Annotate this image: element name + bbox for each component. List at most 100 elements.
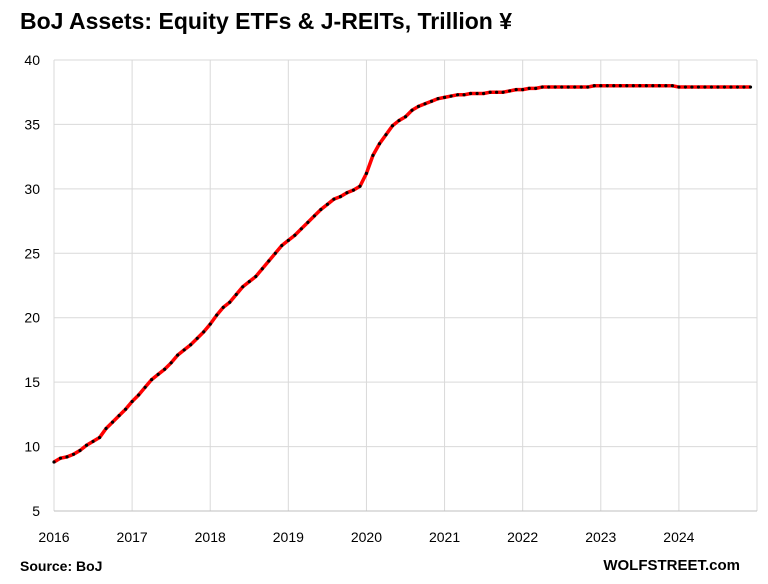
data-point — [189, 343, 193, 347]
data-point — [397, 118, 401, 123]
data-point — [182, 348, 186, 352]
data-point — [410, 108, 414, 112]
data-point — [748, 85, 753, 89]
axes: 5 10 15 20 25 30 35 40 2016 2017 2018 2019 2020 2021 2… — [24, 52, 757, 545]
data-point — [442, 95, 447, 99]
y-tick-label: 5 — [32, 503, 40, 519]
data-point — [709, 85, 714, 89]
data-point — [638, 84, 642, 88]
data-point — [273, 251, 277, 255]
data-point — [729, 85, 733, 89]
data-point — [475, 91, 479, 96]
data-point — [599, 84, 603, 88]
data-point — [416, 104, 421, 108]
data-point — [592, 84, 596, 88]
data-point — [514, 88, 518, 92]
series-line — [52, 84, 753, 464]
data-point — [137, 393, 141, 397]
data-point — [208, 322, 212, 326]
data-point — [488, 90, 492, 94]
data-point — [534, 86, 538, 90]
data-point — [703, 85, 707, 89]
data-point — [325, 202, 329, 206]
y-tick-label: 10 — [24, 439, 40, 455]
data-point — [625, 84, 629, 88]
x-tick-label: 2024 — [663, 529, 694, 545]
data-point — [455, 93, 460, 97]
data-point — [612, 84, 616, 88]
data-point — [573, 85, 577, 89]
data-point — [97, 435, 102, 440]
data-point — [280, 243, 284, 248]
data-point — [482, 91, 486, 96]
data-point — [345, 191, 349, 195]
data-point — [677, 85, 681, 89]
data-point — [436, 97, 440, 101]
data-point — [221, 305, 225, 310]
data-point — [143, 385, 147, 389]
data-point — [423, 102, 427, 106]
data-point — [618, 84, 622, 88]
data-point — [52, 460, 56, 464]
y-tick-label: 15 — [24, 374, 40, 390]
data-point — [501, 90, 505, 94]
data-point — [306, 220, 310, 224]
data-point — [176, 353, 180, 357]
data-point — [735, 85, 740, 89]
data-point — [364, 171, 369, 175]
data-point — [65, 455, 69, 459]
data-point — [468, 91, 473, 96]
data-point — [202, 330, 206, 334]
y-tick-label: 35 — [24, 116, 40, 132]
data-point — [169, 361, 173, 365]
data-point — [377, 142, 382, 146]
series-path — [53, 84, 751, 464]
data-point — [234, 292, 238, 297]
data-point — [163, 367, 167, 371]
data-point — [58, 456, 63, 460]
data-point — [560, 85, 564, 89]
data-point — [521, 88, 525, 92]
data-point — [651, 84, 655, 88]
data-point — [390, 124, 395, 128]
data-point — [664, 84, 668, 88]
x-tick-label: 2018 — [195, 529, 226, 545]
data-point — [71, 452, 76, 456]
data-point — [657, 84, 661, 88]
y-tick-label: 25 — [24, 245, 40, 261]
data-point — [338, 194, 343, 199]
data-point — [384, 133, 388, 137]
source-note: Source: BoJ — [20, 558, 103, 574]
data-point — [644, 84, 648, 88]
data-point — [683, 85, 688, 89]
data-point — [742, 85, 746, 89]
brand-label: WOLFSTREET.com — [603, 557, 740, 574]
data-point — [117, 414, 121, 418]
data-point — [195, 336, 199, 340]
x-tick-label: 2017 — [117, 529, 148, 545]
data-point — [124, 407, 128, 411]
data-point — [547, 85, 551, 89]
data-point — [319, 207, 323, 212]
x-tick-label: 2023 — [585, 529, 616, 545]
data-point — [540, 85, 544, 89]
data-point — [605, 84, 609, 88]
x-tick-label: 2019 — [273, 529, 304, 545]
data-point — [579, 85, 583, 89]
data-point — [267, 259, 271, 263]
data-point — [215, 313, 219, 317]
data-point — [150, 377, 154, 382]
data-point — [495, 90, 499, 94]
data-point — [332, 197, 336, 201]
data-point — [449, 94, 453, 98]
data-point — [462, 93, 466, 97]
data-point — [508, 89, 512, 93]
data-point — [104, 426, 108, 431]
data-point — [553, 85, 557, 89]
data-point — [91, 439, 95, 444]
data-point — [286, 238, 290, 242]
data-point — [247, 280, 251, 284]
x-tick-label: 2016 — [38, 529, 69, 545]
data-point — [254, 274, 258, 279]
